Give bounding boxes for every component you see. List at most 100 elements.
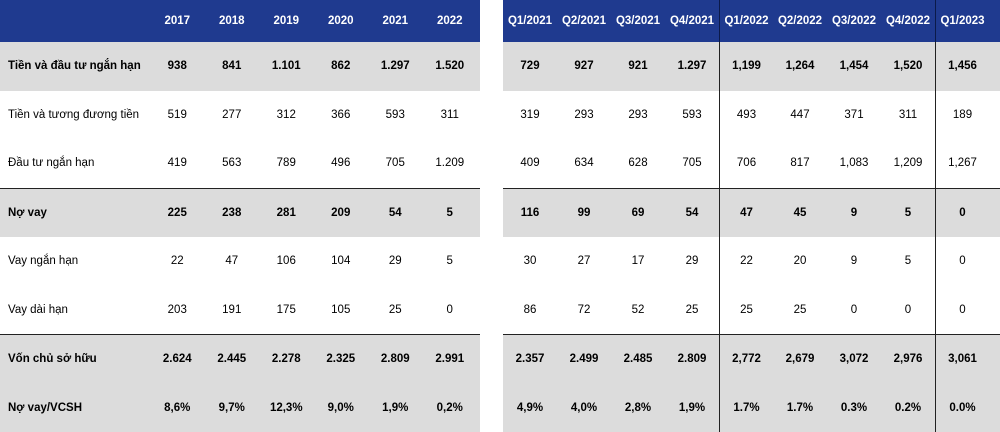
table-cell: 277 — [205, 91, 260, 140]
table-cell: 1.520 — [423, 42, 478, 91]
table-cell: 447 — [773, 91, 827, 140]
table-cell: 281 — [259, 189, 314, 238]
header-quarter: Q2/2021 — [557, 0, 611, 42]
table-cell: 72 — [557, 286, 611, 335]
table-cell: 1.297 — [368, 42, 423, 91]
header-quarter: Q4/2022 — [881, 0, 935, 42]
table-cell: 54 — [368, 189, 423, 238]
table-row: Vay dài hạn 203 191 175 105 25 0 — [0, 286, 480, 335]
table-cell: 2,772 — [719, 335, 773, 384]
table-cell: 519 — [150, 91, 205, 140]
table-cell: 106 — [259, 237, 314, 286]
quarterly-table: Q1/2021 Q2/2021 Q3/2021 Q4/2021 Q1/2022 … — [503, 0, 1000, 430]
header-year: 2019 — [259, 0, 314, 42]
table-row: Nợ vay/VCSH 8,6% 9,7% 12,3% 9,0% 1,9% 0,… — [0, 384, 480, 432]
row-label: Vốn chủ sở hữu — [0, 335, 150, 384]
table-cell: 4,0% — [557, 384, 611, 432]
header-quarter: Q2/2022 — [773, 0, 827, 42]
table-row: 319 293 293 593 493 447 371 311 189 — [503, 91, 1000, 140]
table-cell: 25 — [719, 286, 773, 335]
table-cell: 5 — [423, 237, 478, 286]
table-cell: 1.7% — [719, 384, 773, 432]
table-cell: 0 — [935, 189, 989, 238]
table-cell: 2.809 — [665, 335, 719, 384]
table-cell: 938 — [150, 42, 205, 91]
table-cell: 3,061 — [935, 335, 989, 384]
table-cell: 1,454 — [827, 42, 881, 91]
table-cell: 8,6% — [150, 384, 205, 432]
table-cell: 0 — [881, 286, 935, 335]
header-quarter: Q1/2023 — [935, 0, 989, 42]
table-row: 86 72 52 25 25 25 0 0 0 — [503, 286, 1000, 335]
table-cell: 238 — [205, 189, 260, 238]
table-row: Vay ngắn hạn 22 47 106 104 29 5 — [0, 237, 480, 286]
header-quarter: Q3/2021 — [611, 0, 665, 42]
table-cell: 105 — [314, 286, 369, 335]
table-cell: 20 — [773, 237, 827, 286]
table-row: Tiền và tương đương tiền 519 277 312 366… — [0, 91, 480, 140]
table-cell: 1,520 — [881, 42, 935, 91]
table-cell: 2.485 — [611, 335, 665, 384]
table-cell: 69 — [611, 189, 665, 238]
table-cell: 1,209 — [881, 139, 935, 188]
table-cell: 1.101 — [259, 42, 314, 91]
table-row: 729 927 921 1.297 1,199 1,264 1,454 1,52… — [503, 42, 1000, 91]
table-cell: 311 — [881, 91, 935, 140]
table-cell: 45 — [773, 189, 827, 238]
table-cell: 1,9% — [665, 384, 719, 432]
table-cell: 371 — [827, 91, 881, 140]
table-cell: 189 — [935, 91, 989, 140]
table-cell: 2.325 — [314, 335, 369, 384]
table-cell: 12,3% — [259, 384, 314, 432]
table-row: 409 634 628 705 706 817 1,083 1,209 1,26… — [503, 139, 1000, 188]
table-cell: 1,083 — [827, 139, 881, 188]
table-cell: 104 — [314, 237, 369, 286]
table-cell: 22 — [719, 237, 773, 286]
table-cell: 496 — [314, 139, 369, 188]
table-cell: 2.445 — [205, 335, 260, 384]
table-cell: 0.2% — [881, 384, 935, 432]
table-cell: 2,679 — [773, 335, 827, 384]
table-cell: 30 — [503, 237, 557, 286]
row-label: Vay ngắn hạn — [0, 237, 150, 286]
quarterly-header-row: Q1/2021 Q2/2021 Q3/2021 Q4/2021 Q1/2022 … — [503, 0, 1000, 42]
header-quarter: Q1/2022 — [719, 0, 773, 42]
table-cell: 1,456 — [935, 42, 989, 91]
row-label: Đầu tư ngắn hạn — [0, 139, 150, 188]
row-label: Tiền và đầu tư ngắn hạn — [0, 42, 150, 91]
table-cell: 293 — [557, 91, 611, 140]
table-cell: 191 — [205, 286, 260, 335]
table-cell: 0 — [935, 237, 989, 286]
header-quarter: Q4/2021 — [665, 0, 719, 42]
table-cell: 17 — [611, 237, 665, 286]
header-quarter: Q3/2022 — [827, 0, 881, 42]
table-cell: 25 — [368, 286, 423, 335]
table-cell: 862 — [314, 42, 369, 91]
table-cell: 2,976 — [881, 335, 935, 384]
table-cell: 9 — [827, 189, 881, 238]
table-cell: 54 — [665, 189, 719, 238]
table-cell: 841 — [205, 42, 260, 91]
table-row: Đầu tư ngắn hạn 419 563 789 496 705 1.20… — [0, 139, 480, 188]
table-cell: 25 — [665, 286, 719, 335]
table-cell: 0.0% — [935, 384, 989, 432]
table-cell: 175 — [259, 286, 314, 335]
table-cell: 5 — [881, 189, 935, 238]
header-quarter: Q1/2021 — [503, 0, 557, 42]
header-year: 2018 — [205, 0, 260, 42]
table-cell: 1,9% — [368, 384, 423, 432]
table-cell: 319 — [503, 91, 557, 140]
table-cell: 1.7% — [773, 384, 827, 432]
table-cell: 705 — [368, 139, 423, 188]
table-cell: 2.278 — [259, 335, 314, 384]
table-cell: 593 — [665, 91, 719, 140]
table-row: Vốn chủ sở hữu 2.624 2.445 2.278 2.325 2… — [0, 334, 480, 384]
table-cell: 705 — [665, 139, 719, 188]
table-row: Nợ vay 225 238 281 209 54 5 — [0, 188, 480, 238]
table-cell: 225 — [150, 189, 205, 238]
table-cell: 86 — [503, 286, 557, 335]
table-cell: 1,267 — [935, 139, 989, 188]
table-cell: 9,7% — [205, 384, 260, 432]
table-cell: 4,9% — [503, 384, 557, 432]
annual-header-row: 2017 2018 2019 2020 2021 2022 — [0, 0, 480, 42]
